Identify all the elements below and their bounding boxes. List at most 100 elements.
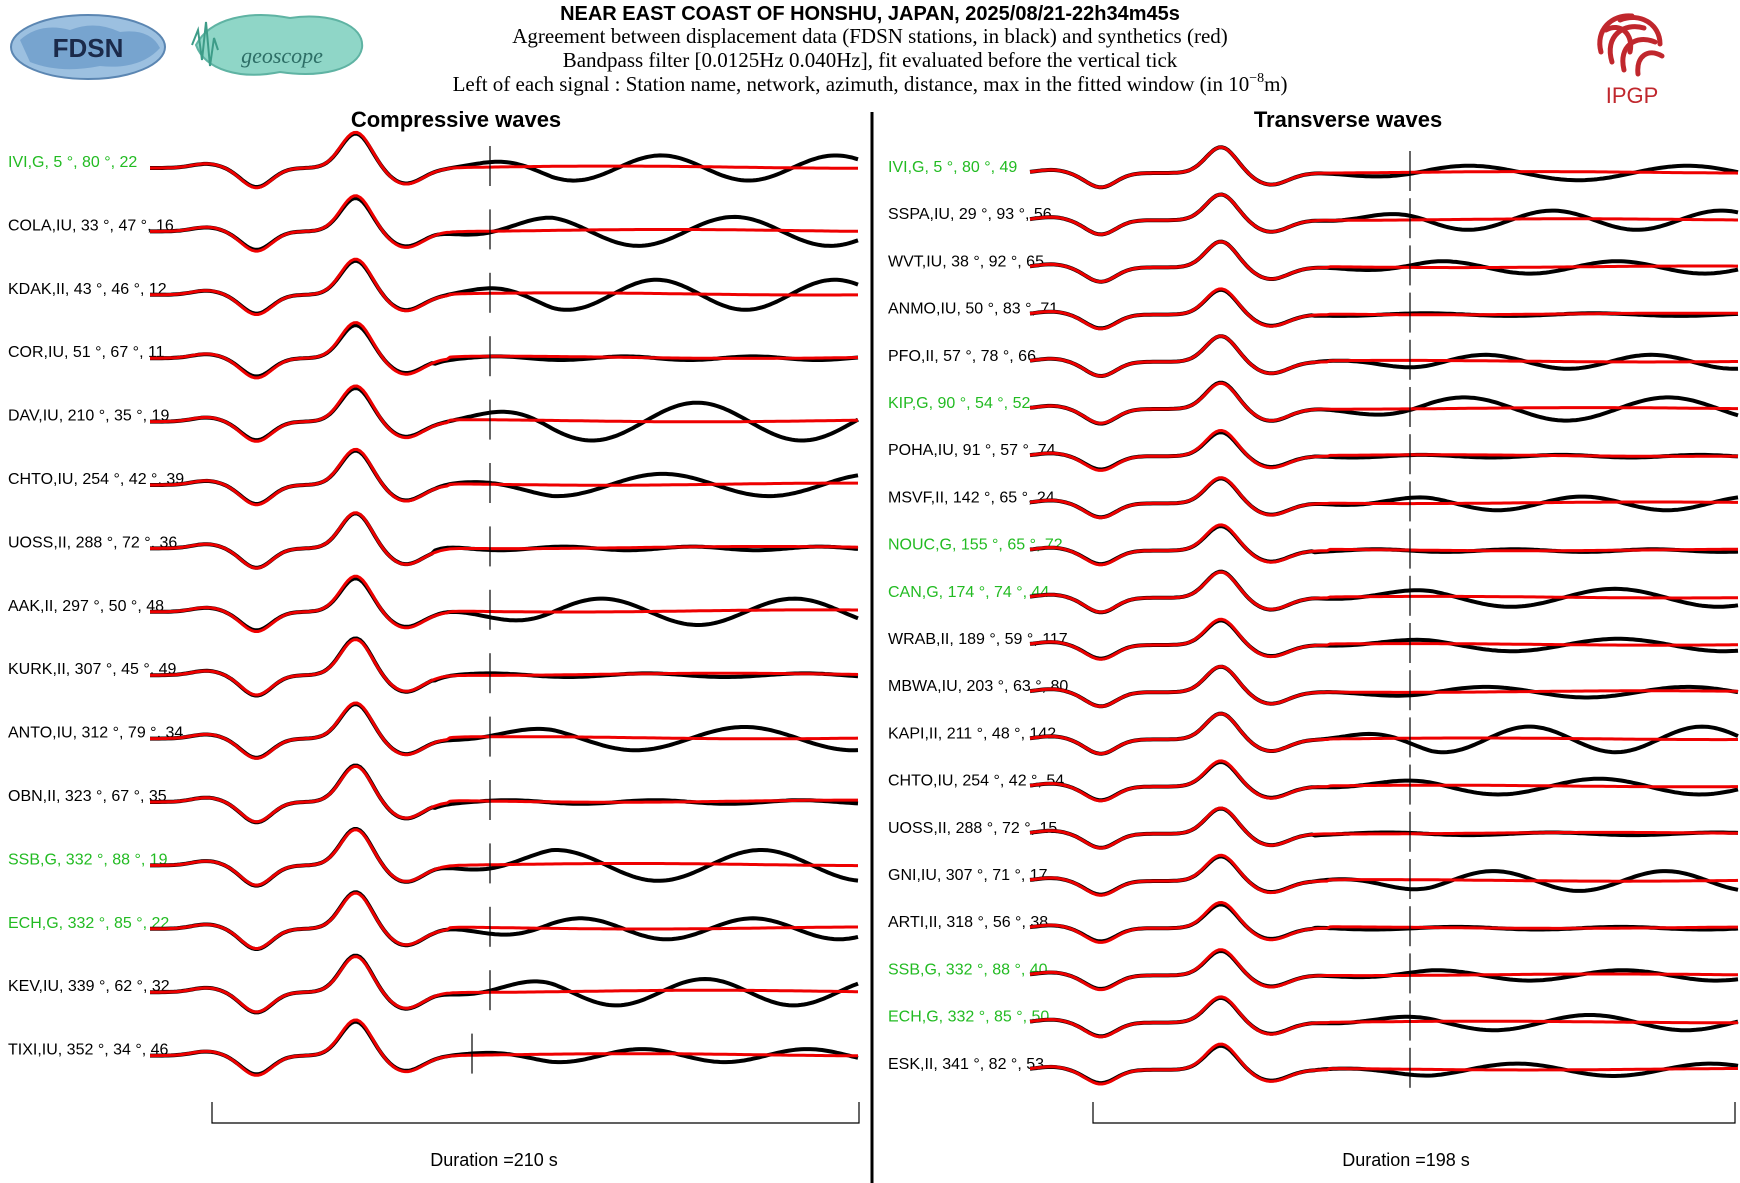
synthetic-trace xyxy=(150,701,859,760)
data-trace xyxy=(1029,569,1739,615)
s-duration-label: Duration =198 s xyxy=(1342,1150,1470,1170)
data-trace xyxy=(1029,476,1739,520)
synthetic-trace xyxy=(1029,665,1738,708)
trace-row: AAK,II, 297 °, 50 °, 48 xyxy=(8,574,859,633)
data-trace xyxy=(1029,806,1739,850)
data-trace xyxy=(1029,192,1739,237)
data-trace xyxy=(150,323,859,379)
trace-row: DAV,IU, 210 °, 35 °, 19 xyxy=(8,384,859,443)
data-trace xyxy=(1029,902,1739,944)
synthetic-trace xyxy=(150,130,858,190)
station-label: SSPA,IU, 29 °, 93 °, 56 xyxy=(888,206,1052,223)
ipgp-logo-text: IPGP xyxy=(1606,83,1659,108)
synthetic-trace xyxy=(1029,806,1739,850)
station-label: KDAK,II, 43 °, 46 °, 12 xyxy=(8,281,167,298)
trace-row: ARTI,II, 318 °, 56 °, 38 xyxy=(888,901,1739,947)
synthetic-trace xyxy=(150,828,858,887)
synthetic-trace xyxy=(1029,429,1738,472)
fdsn-continents-icon xyxy=(20,25,160,70)
geoscope-seismogram-icon xyxy=(191,21,219,67)
trace-row: WVT,IU, 38 °, 92 °, 65 xyxy=(888,239,1739,286)
data-trace xyxy=(150,448,859,506)
station-label: SSB,G, 332 °, 88 °, 19 xyxy=(8,851,168,868)
synthetic-trace xyxy=(150,764,858,824)
station-label: UOSS,II, 288 °, 72 °, 36 xyxy=(8,534,177,551)
station-label: COR,IU, 51 °, 67 °, 11 xyxy=(8,344,165,361)
ipgp-emblem-icon xyxy=(1597,13,1665,77)
p-duration-label: Duration =210 s xyxy=(430,1150,558,1170)
station-label: AAK,II, 297 °, 50 °, 48 xyxy=(8,598,164,615)
data-trace xyxy=(1029,854,1739,897)
station-label: IVI,G, 5 °, 80 °, 49 xyxy=(888,159,1017,176)
station-label: SSB,G, 332 °, 88 °, 40 xyxy=(888,961,1048,978)
station-label: WRAB,II, 189 °, 59 °, 117 xyxy=(888,631,1068,648)
station-label: ECH,G, 332 °, 85 °, 22 xyxy=(8,915,169,932)
data-trace xyxy=(150,953,859,1015)
station-label: KEV,IU, 339 °, 62 °, 32 xyxy=(8,978,170,995)
station-label: IVI,G, 5 °, 80 °, 22 xyxy=(8,154,137,171)
synthetic-trace xyxy=(150,955,858,1014)
data-trace xyxy=(150,131,859,189)
station-label: CHTO,IU, 254 °, 42 °, 39 xyxy=(8,471,184,488)
trace-row: COLA,IU, 33 °, 47 °, 16 xyxy=(8,194,859,253)
data-trace xyxy=(1029,334,1739,378)
geoscope-logo-text: geoscope xyxy=(241,43,323,68)
synthetic-trace xyxy=(1029,570,1738,614)
data-trace xyxy=(1029,524,1739,567)
synthetic-trace xyxy=(1029,712,1738,756)
data-trace xyxy=(150,576,859,633)
trace-row: IVI,G, 5 °, 80 °, 49 xyxy=(888,145,1739,191)
trace-row: UOSS,II, 288 °, 72 °, 36 xyxy=(8,511,859,570)
station-label: WVT,IU, 38 °, 92 °, 65 xyxy=(888,253,1044,270)
synthetic-trace xyxy=(1029,948,1738,992)
synthetic-trace xyxy=(150,384,858,443)
synthetic-trace xyxy=(150,638,859,697)
data-trace xyxy=(1029,760,1739,803)
data-trace xyxy=(1029,287,1739,331)
trace-row: KDAK,II, 43 °, 46 °, 12 xyxy=(8,257,859,316)
data-trace xyxy=(150,636,859,698)
trace-row: COR,IU, 51 °, 67 °, 11 xyxy=(8,321,859,380)
station-label: KURK,II, 307 °, 45 °, 49 xyxy=(8,661,177,678)
synthetic-trace xyxy=(150,194,858,253)
trace-row: KURK,II, 307 °, 45 °, 49 xyxy=(8,636,859,698)
synthetic-trace xyxy=(1029,334,1738,378)
trace-row: SSPA,IU, 29 °, 93 °, 56 xyxy=(888,192,1739,239)
synthetic-trace xyxy=(1029,617,1738,661)
synthetic-trace xyxy=(150,1018,858,1077)
synthetic-trace xyxy=(1029,287,1739,331)
synthetic-trace xyxy=(1029,476,1738,520)
data-trace xyxy=(150,386,859,443)
data-trace xyxy=(150,1019,859,1077)
station-label: ECH,G, 332 °, 85 °, 50 xyxy=(888,1009,1049,1026)
s-duration-bracket xyxy=(1092,1102,1736,1124)
station-label: KAPI,II, 211 °, 48 °, 142 xyxy=(888,725,1056,742)
data-trace xyxy=(150,511,859,570)
data-trace xyxy=(150,763,859,825)
station-label: MSVF,II, 142 °, 65 °, 24 xyxy=(888,489,1055,506)
trace-row: TIXI,IU, 352 °, 34 °, 46 xyxy=(8,1018,859,1077)
synthetic-trace xyxy=(1029,240,1738,284)
synthetic-trace xyxy=(150,321,858,380)
trace-row: NOUC,G, 155 °, 65 °, 72 xyxy=(888,523,1739,569)
trace-row: KEV,IU, 339 °, 62 °, 32 xyxy=(8,953,859,1015)
data-trace xyxy=(150,827,859,888)
station-label: DAV,IU, 210 °, 35 °, 19 xyxy=(8,408,169,425)
trace-row: PFO,II, 57 °, 78 °, 66 xyxy=(888,334,1739,380)
trace-row: IVI,G, 5 °, 80 °, 22 xyxy=(8,130,859,190)
station-label: ANMO,IU, 50 °, 83 °, 71 xyxy=(888,301,1058,318)
figure-title: NEAR EAST COAST OF HONSHU, JAPAN, 2025/0… xyxy=(560,3,1180,25)
p-panel-title: Compressive waves xyxy=(351,107,561,132)
figure-subtitle-1: Agreement between displacement data (FDS… xyxy=(512,24,1228,48)
station-label: CHTO,IU, 254 °, 42 °, 54 xyxy=(888,773,1064,790)
trace-row: CHTO,IU, 254 °, 42 °, 39 xyxy=(8,447,859,507)
synthetic-trace xyxy=(150,257,858,316)
data-trace xyxy=(150,890,859,951)
station-label: MBWA,IU, 203 °, 63 °, 80 xyxy=(888,678,1068,695)
figure-subtitle-3: Left of each signal : Station name, netw… xyxy=(453,71,1288,96)
trace-row: UOSS,II, 288 °, 72 °, 15 xyxy=(888,806,1739,852)
station-label: ARTI,II, 318 °, 56 °, 38 xyxy=(888,914,1048,931)
trace-row: KAPI,II, 211 °, 48 °, 142 xyxy=(888,711,1739,758)
station-label: KIP,G, 90 °, 54 °, 52 xyxy=(888,395,1030,412)
station-label: ESK,II, 341 °, 82 °, 53 xyxy=(888,1056,1044,1073)
